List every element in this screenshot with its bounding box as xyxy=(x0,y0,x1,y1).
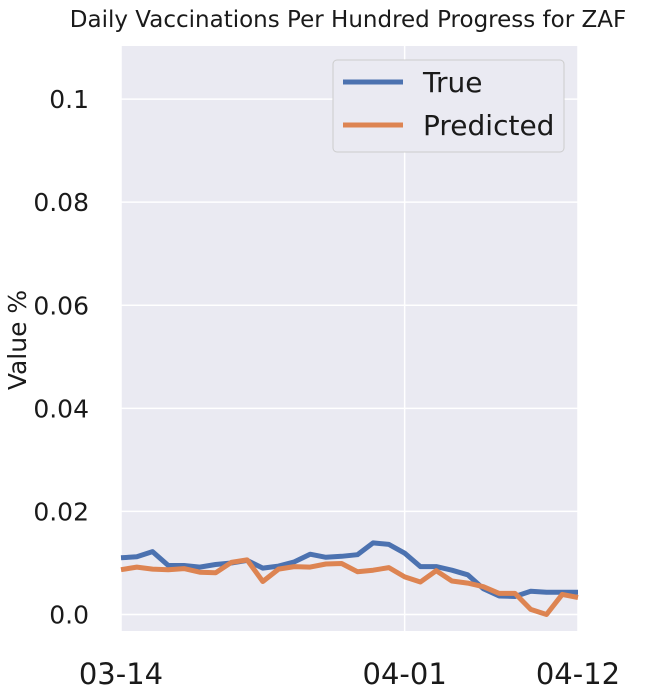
y-tick-label: 0.0 xyxy=(49,601,89,630)
x-tick-label: 04-12 xyxy=(536,657,620,691)
series-lines xyxy=(120,540,579,617)
y-tick-labels: 0.0 0.02 0.04 0.06 0.08 0.1 xyxy=(33,85,89,629)
y-axis-label: Value % xyxy=(3,290,32,390)
x-tick-label: 04-01 xyxy=(363,657,447,691)
legend-label-predicted: Predicted xyxy=(423,109,554,142)
y-tick-label: 0.1 xyxy=(49,85,89,114)
y-tick-label: 0.04 xyxy=(33,394,89,423)
y-tick-label: 0.02 xyxy=(33,497,89,526)
x-tick-labels: 03-14 04-01 04-12 xyxy=(79,657,620,691)
y-tick-label: 0.06 xyxy=(33,291,89,320)
series-line-true xyxy=(120,540,578,599)
series-line-predicted xyxy=(120,557,579,617)
x-tick-label: 03-14 xyxy=(79,657,163,691)
chart-title: Daily Vaccinations Per Hundred Progress … xyxy=(70,7,626,33)
y-tick-label: 0.08 xyxy=(33,188,89,217)
legend: True Predicted xyxy=(332,59,565,153)
legend-label-true: True xyxy=(422,66,482,99)
